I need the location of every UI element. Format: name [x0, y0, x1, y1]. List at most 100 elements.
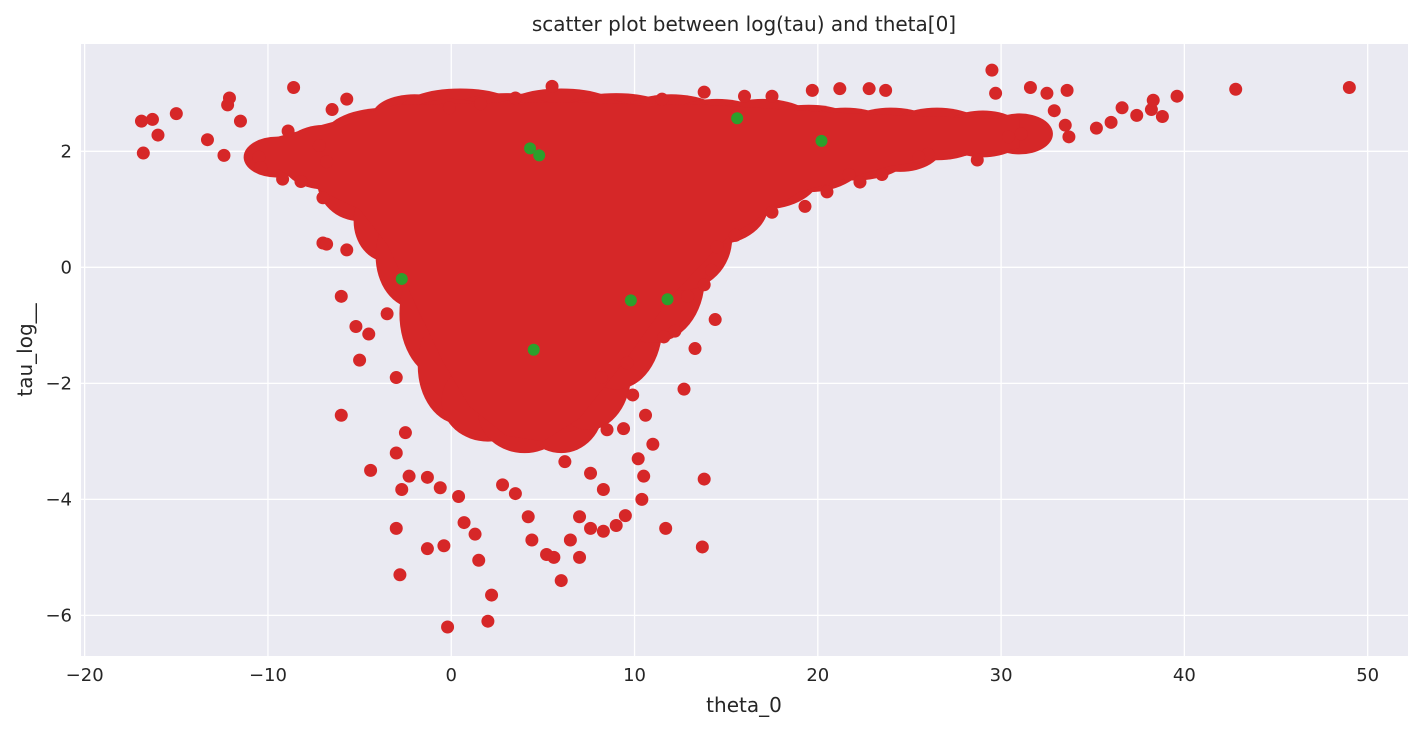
scatter-point-red — [563, 533, 577, 547]
scatter-point-red — [380, 307, 394, 321]
x-tick-label: 20 — [806, 665, 829, 686]
scatter-point-red — [145, 112, 159, 126]
scatter-point-red — [1040, 86, 1054, 100]
scatter-point-red — [697, 85, 711, 99]
scatter-point-red — [389, 446, 403, 460]
scatter-point-red — [853, 175, 867, 189]
scatter-point-red — [620, 356, 634, 370]
scatter-point-red — [989, 86, 1003, 100]
scatter-point-red — [1104, 115, 1118, 129]
scatter-point-red — [554, 574, 568, 588]
scatter-point-red — [1058, 118, 1072, 132]
scatter-point-red — [252, 150, 266, 164]
scatter-point-green — [533, 149, 546, 162]
scatter-point-red — [985, 63, 999, 77]
y-axis-ticks: −6 −4 −2 0 2 — [45, 141, 72, 626]
scatter-point-red — [705, 263, 719, 277]
scatter-point-red — [765, 205, 779, 219]
scatter-point-red — [1155, 110, 1169, 124]
scatter-point-red — [457, 516, 471, 530]
scatter-point-red — [609, 518, 623, 532]
scatter-point-green — [661, 293, 674, 306]
scatter-point-red — [312, 139, 326, 153]
scatter-point-red — [437, 539, 451, 553]
scatter-point-red — [433, 481, 447, 495]
scatter-point-green — [395, 272, 408, 285]
y-tick-label: −4 — [45, 489, 72, 510]
scatter-point-red — [1047, 104, 1061, 118]
scatter-point-red — [657, 330, 671, 344]
scatter-point-red — [395, 483, 409, 497]
scatter-point-green — [624, 294, 637, 307]
scatter-point-red — [596, 483, 610, 497]
scatter-points — [134, 63, 1356, 634]
scatter-point-green — [815, 134, 828, 147]
scatter-point-red — [217, 148, 231, 162]
scatter-point-red — [728, 228, 742, 242]
scatter-point-red — [681, 289, 695, 303]
scatter-point-red — [468, 527, 482, 541]
scatter-point-red — [659, 521, 673, 535]
scatter-point-red — [1342, 81, 1356, 95]
scatter-point-red — [221, 98, 235, 112]
scatter-point-red — [1229, 82, 1243, 96]
scatter-point-red — [134, 114, 148, 128]
scatter-point-red — [596, 524, 610, 538]
scatter-point-red — [708, 313, 722, 327]
scatter-point-red — [655, 92, 669, 106]
scatter-point-red — [710, 240, 724, 254]
scatter-point-red — [668, 324, 682, 338]
scatter-point-red — [393, 568, 407, 582]
scatter-point-red — [420, 542, 434, 556]
chart-title: scatter plot between log(tau) and theta[… — [532, 12, 956, 36]
scatter-point-red — [1146, 93, 1160, 107]
scatter-point-red — [525, 533, 539, 547]
scatter-point-red — [200, 133, 214, 147]
x-tick-label: −20 — [66, 665, 104, 686]
scatter-point-red — [805, 83, 819, 97]
scatter-point-red — [738, 89, 751, 103]
scatter-point-red — [970, 153, 984, 167]
scatter-point-red — [545, 79, 559, 93]
scatter-point-red — [276, 172, 290, 186]
scatter-point-red — [340, 243, 354, 257]
scatter-point-red — [281, 124, 295, 138]
scatter-point-red — [573, 510, 587, 524]
scatter-point-green — [524, 142, 537, 155]
scatter-point-red — [254, 161, 268, 175]
scatter-point-red — [820, 185, 834, 199]
scatter-point-red — [496, 478, 510, 492]
scatter-point-red — [169, 107, 183, 121]
y-tick-label: −6 — [45, 605, 72, 626]
scatter-point-red — [485, 588, 499, 602]
scatter-point-red — [364, 463, 378, 477]
scatter-point-red — [340, 92, 354, 106]
scatter-point-red — [697, 278, 711, 292]
scatter-point-red — [1062, 130, 1076, 144]
scatter-point-red — [521, 510, 535, 524]
scatter-point-red — [1001, 130, 1015, 144]
scatter-point-red — [688, 342, 702, 356]
scatter-point-red — [637, 469, 651, 483]
scatter-point-red — [765, 89, 779, 103]
scatter-point-red — [573, 550, 587, 564]
scatter-point-red — [646, 437, 660, 451]
scatter-point-red — [389, 521, 403, 535]
x-axis-ticks: −20 −10 0 10 20 30 40 50 — [66, 665, 1379, 686]
scatter-point-red — [508, 91, 522, 105]
scatter-point-red — [677, 382, 691, 396]
scatter-point-red — [584, 521, 598, 535]
scatter-point-red — [233, 114, 247, 128]
x-tick-label: 30 — [990, 665, 1013, 686]
scatter-point-red — [1060, 83, 1074, 97]
scatter-point-red — [912, 150, 926, 164]
scatter-point-red — [879, 83, 893, 97]
scatter-point-red — [316, 191, 330, 205]
scatter-point-red — [798, 199, 812, 213]
x-tick-label: 10 — [623, 665, 646, 686]
scatter-point-red — [1130, 108, 1144, 122]
scatter-point-red — [389, 371, 403, 385]
scatter-point-red — [287, 81, 301, 95]
scatter-point-red — [441, 620, 455, 634]
scatter-point-red — [136, 146, 150, 160]
